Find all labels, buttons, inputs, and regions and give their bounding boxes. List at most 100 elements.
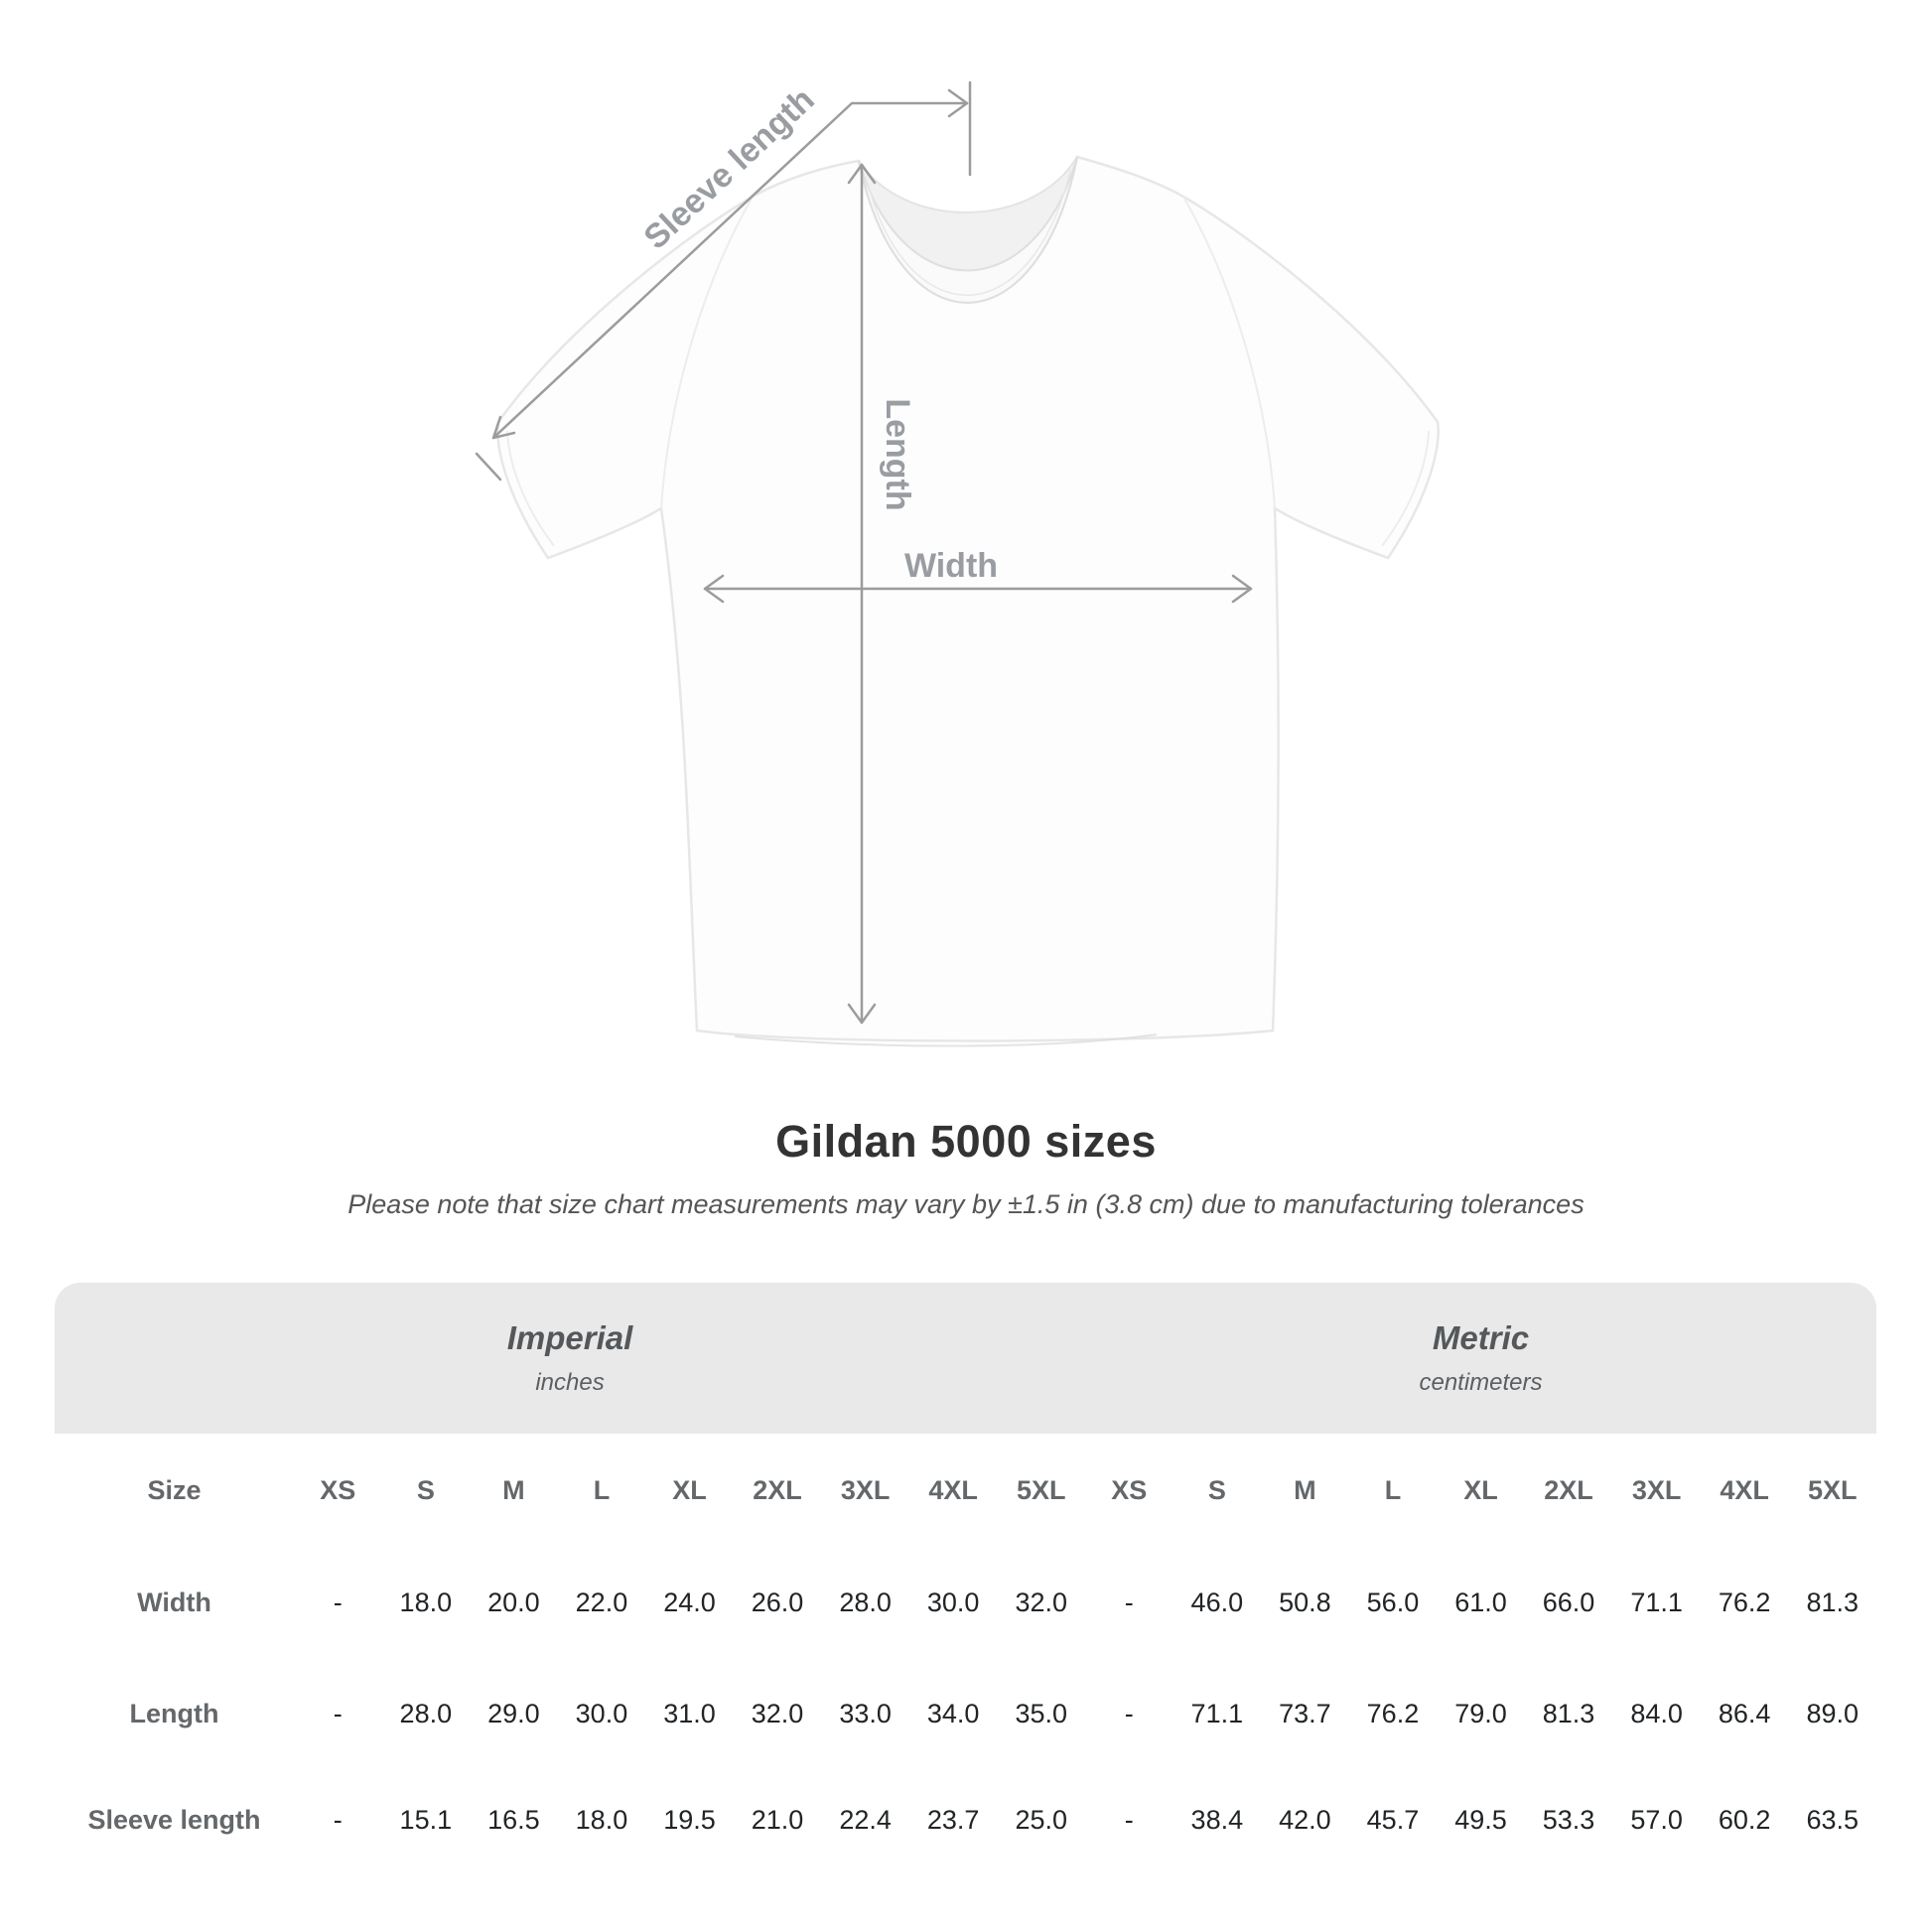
table-cell: 28.0 — [839, 1587, 892, 1617]
table-cell: 31.0 — [663, 1698, 716, 1728]
tshirt-right-armhole-seam — [1182, 196, 1276, 509]
sleeve-end-tick — [475, 452, 502, 482]
length-arrowhead-bottom — [847, 1003, 877, 1025]
width-arrowhead-right — [1231, 574, 1253, 604]
table-cell: 24.0 — [663, 1587, 716, 1617]
tshirt-illustration — [496, 155, 1440, 1047]
size-header: XS — [320, 1474, 356, 1505]
table-cell: 32.0 — [1015, 1587, 1067, 1617]
metric-units: centimeters — [1419, 1369, 1543, 1396]
table-cell: 32.0 — [751, 1698, 804, 1728]
table-cell: 56.0 — [1366, 1587, 1420, 1617]
row-label-width: Width — [137, 1587, 211, 1617]
table-cell: 57.0 — [1630, 1805, 1683, 1835]
table-cell: 45.7 — [1366, 1805, 1420, 1835]
table-cell: 89.0 — [1806, 1698, 1859, 1728]
tshirt-collar-band — [858, 156, 1078, 304]
table-cell: 60.2 — [1718, 1805, 1771, 1835]
size-header: XS — [1111, 1474, 1148, 1505]
table-cell: 71.1 — [1630, 1587, 1683, 1617]
table-cell: 28.0 — [399, 1698, 453, 1728]
sleeve-length-arrowhead-right — [947, 88, 969, 118]
size-header: 4XL — [928, 1474, 978, 1505]
table-cell: 66.0 — [1542, 1587, 1595, 1617]
table-cell: 61.0 — [1454, 1587, 1507, 1617]
tshirt-left-armhole-seam — [660, 196, 754, 509]
table-cell: 18.0 — [399, 1587, 453, 1617]
tshirt-body — [496, 155, 1440, 1042]
table-cell: 53.3 — [1542, 1805, 1595, 1835]
size-header: M — [502, 1474, 525, 1505]
length-label: Length — [879, 398, 916, 510]
table-cell: 21.0 — [751, 1805, 804, 1835]
table-cell: 84.0 — [1630, 1698, 1683, 1728]
size-header: XL — [672, 1474, 707, 1505]
table-cell: 76.2 — [1718, 1587, 1771, 1617]
size-header: 5XL — [1016, 1474, 1066, 1505]
table-cell: 63.5 — [1806, 1805, 1859, 1835]
table-cell: 76.2 — [1366, 1698, 1420, 1728]
sleeve-length-arrow — [491, 101, 969, 440]
row-label-length: Length — [129, 1698, 219, 1728]
table-cell: 38.4 — [1190, 1805, 1244, 1835]
length-arrowhead-top — [847, 163, 877, 185]
size-header: L — [1384, 1474, 1402, 1505]
tolerance-note: Please note that size chart measurements… — [347, 1189, 1585, 1219]
tshirt-hem-shadow — [734, 1034, 1158, 1047]
table-cell: 79.0 — [1454, 1698, 1507, 1728]
table-cell: - — [333, 1805, 343, 1835]
row-label-sleeve-length: Sleeve length — [87, 1805, 261, 1835]
imperial-label: Imperial — [506, 1319, 633, 1356]
metric-label: Metric — [1432, 1319, 1530, 1356]
table-cell: 22.0 — [575, 1587, 628, 1617]
table-cell: 30.0 — [575, 1698, 628, 1728]
table-cell: 73.7 — [1279, 1698, 1331, 1728]
table-cell: - — [1124, 1587, 1134, 1617]
table-cell: 81.3 — [1806, 1587, 1859, 1617]
size-header: 2XL — [1544, 1474, 1593, 1505]
table-cell: 25.0 — [1015, 1805, 1067, 1835]
table-cell: 30.0 — [926, 1587, 980, 1617]
tshirt-left-cuff-stitch — [506, 430, 555, 547]
size-col-header: Size — [147, 1474, 202, 1505]
width-dimension: Width — [703, 547, 1253, 604]
table-cell: 23.7 — [926, 1805, 980, 1835]
length-dimension: Length — [847, 163, 916, 1025]
size-header: 4XL — [1720, 1474, 1769, 1505]
table-cell: 29.0 — [487, 1698, 540, 1728]
table-cell: 15.1 — [399, 1805, 453, 1835]
sleeve-length-arrowhead-left — [491, 415, 516, 440]
table-cell: 26.0 — [751, 1587, 804, 1617]
table-cell: 42.0 — [1279, 1805, 1331, 1835]
size-header: S — [1207, 1474, 1226, 1505]
table-cell: 35.0 — [1015, 1698, 1067, 1728]
table-cell: - — [1124, 1805, 1134, 1835]
table-cell: 49.5 — [1454, 1805, 1507, 1835]
table-cell: 81.3 — [1542, 1698, 1595, 1728]
table-cell: 19.5 — [663, 1805, 716, 1835]
table-cell: 22.4 — [839, 1805, 892, 1835]
metric-unit-header: Metric centimeters — [1085, 1283, 1876, 1434]
imperial-units: inches — [535, 1369, 605, 1396]
table-cell: 20.0 — [487, 1587, 540, 1617]
size-header: M — [1294, 1474, 1316, 1505]
tshirt-right-cuff-stitch — [1381, 430, 1430, 547]
width-arrowhead-left — [703, 574, 725, 604]
size-header: S — [416, 1474, 435, 1505]
table-cell: 71.1 — [1190, 1698, 1244, 1728]
table-cell: 50.8 — [1279, 1587, 1331, 1617]
table-cell: 18.0 — [575, 1805, 628, 1835]
imperial-unit-header: Imperial inches — [55, 1283, 1085, 1434]
table-cell: - — [1124, 1698, 1134, 1728]
table-cell: - — [333, 1698, 343, 1728]
size-header: XL — [1463, 1474, 1498, 1505]
tshirt-collar-stitch — [865, 170, 1071, 296]
size-table: Imperial inches Metric centimeters Size … — [55, 1283, 1876, 1871]
table-cell: 16.5 — [487, 1805, 540, 1835]
table-cell: 86.4 — [1718, 1698, 1771, 1728]
table-cell: 46.0 — [1190, 1587, 1244, 1617]
size-header: 3XL — [840, 1474, 891, 1505]
table-cell: 34.0 — [926, 1698, 980, 1728]
size-header: 5XL — [1807, 1474, 1858, 1505]
